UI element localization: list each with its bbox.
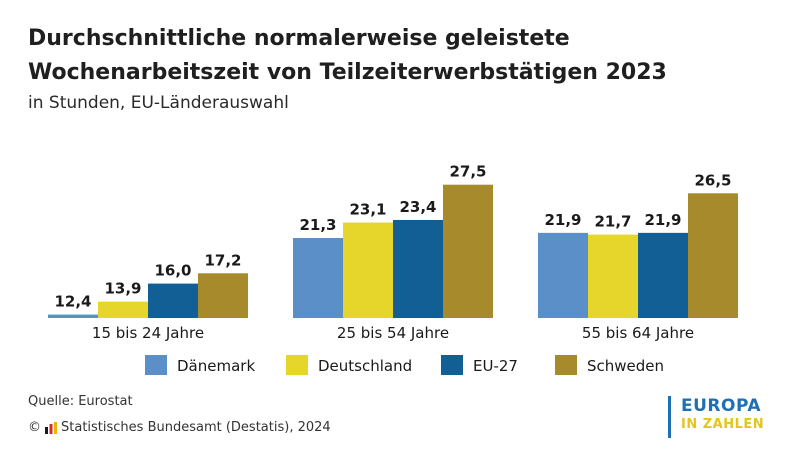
legend-label: EU-27 [473,357,518,375]
badge-line1: EUROPA [681,396,762,416]
badge-line2: IN ZAHLEN [681,417,765,432]
legend-label: Dänemark [177,357,255,375]
bar-deutschland-0 [98,301,148,318]
data-label: 21,9 [544,211,581,229]
data-label: 21,3 [299,216,336,234]
legend-swatch [555,355,577,375]
bar-dänemark-0 [48,314,98,318]
legend-swatch [286,355,308,375]
category-label: 15 bis 24 Jahre [92,324,204,342]
legend-swatch [441,355,463,375]
category-label: 25 bis 54 Jahre [337,324,449,342]
data-label: 26,5 [694,171,731,189]
data-label: 23,1 [349,201,386,219]
europa-in-zahlen-badge: EUROPA IN ZAHLEN [668,396,764,438]
bar-deutschland-2 [588,234,638,318]
bar-chart: 12,4 13,9 16,0 17,2 15 bis 24 Jahre 21,3 23,1 2… [48,163,738,375]
data-label: 12,4 [54,293,91,311]
bar-eu-27-2 [638,232,688,318]
data-label: 16,0 [154,262,191,280]
data-label: 21,7 [594,213,631,231]
data-label: 27,5 [449,163,486,181]
chart-subtitle: in Stunden, EU-Länderauswahl [28,93,289,113]
bar-eu-27-1 [393,219,443,318]
legend-label: Deutschland [318,357,412,375]
data-label: 17,2 [204,251,241,269]
data-label: 13,9 [104,280,141,298]
copyright-org: Statistisches Bundesamt (Destatis), 2024 [61,420,331,435]
legend-swatch [145,355,167,375]
legend-label: Schweden [587,357,664,375]
copyright-note: © Statistisches Bundesamt (Destatis), 20… [28,420,331,435]
bar-schweden-2 [688,193,738,318]
bar-eu-27-0 [148,283,198,318]
bar-dänemark-1 [293,238,343,318]
bar-deutschland-1 [343,222,393,318]
copyright-symbol: © [28,420,41,435]
bar-dänemark-2 [538,232,588,318]
data-label: 23,4 [399,198,436,216]
data-label: 21,9 [644,211,681,229]
bar-schweden-1 [443,184,493,318]
source-note: Quelle: Eurostat [28,394,133,409]
chart-title: Durchschnittliche normalerweise geleiste… [28,26,667,85]
destatis-logo-icon [45,421,57,434]
bar-schweden-0 [198,273,248,318]
category-label: 55 bis 64 Jahre [582,324,694,342]
